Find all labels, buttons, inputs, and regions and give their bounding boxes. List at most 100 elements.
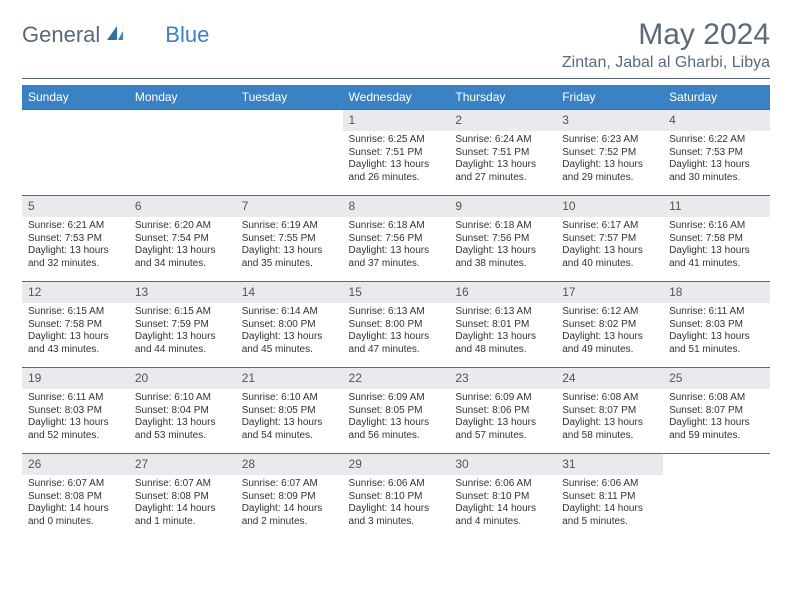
calendar-day: 31Sunrise: 6:06 AMSunset: 8:11 PMDayligh… xyxy=(556,453,663,539)
calendar-row: 26Sunrise: 6:07 AMSunset: 8:08 PMDayligh… xyxy=(22,453,770,539)
calendar-row: 1Sunrise: 6:25 AMSunset: 7:51 PMDaylight… xyxy=(22,109,770,195)
day-content: Sunrise: 6:06 AMSunset: 8:10 PMDaylight:… xyxy=(343,475,450,532)
sunrise-line: Sunrise: 6:08 AM xyxy=(562,392,657,405)
day-content: Sunrise: 6:18 AMSunset: 7:56 PMDaylight:… xyxy=(343,217,450,274)
daylight-line: Daylight: 14 hours and 2 minutes. xyxy=(242,503,337,528)
sunrise-line: Sunrise: 6:11 AM xyxy=(28,392,123,405)
calendar-day: 21Sunrise: 6:10 AMSunset: 8:05 PMDayligh… xyxy=(236,367,343,453)
sunrise-line: Sunrise: 6:16 AM xyxy=(669,220,764,233)
title-block: May 2024 Zintan, Jabal al Gharbi, Libya xyxy=(562,18,770,72)
day-number: 1 xyxy=(343,109,450,131)
day-content: Sunrise: 6:10 AMSunset: 8:05 PMDaylight:… xyxy=(236,389,343,446)
daylight-line: Daylight: 13 hours and 35 minutes. xyxy=(242,245,337,270)
sunset-line: Sunset: 8:11 PM xyxy=(562,491,657,504)
calendar-day: 9Sunrise: 6:18 AMSunset: 7:56 PMDaylight… xyxy=(449,195,556,281)
calendar-day: 10Sunrise: 6:17 AMSunset: 7:57 PMDayligh… xyxy=(556,195,663,281)
location: Zintan, Jabal al Gharbi, Libya xyxy=(562,54,770,72)
day-number: 8 xyxy=(343,195,450,217)
day-content: Sunrise: 6:11 AMSunset: 8:03 PMDaylight:… xyxy=(22,389,129,446)
daylight-line: Daylight: 13 hours and 34 minutes. xyxy=(135,245,230,270)
sunset-line: Sunset: 8:03 PM xyxy=(669,319,764,332)
calendar-day: 5Sunrise: 6:21 AMSunset: 7:53 PMDaylight… xyxy=(22,195,129,281)
sunrise-line: Sunrise: 6:17 AM xyxy=(562,220,657,233)
calendar-day: 4Sunrise: 6:22 AMSunset: 7:53 PMDaylight… xyxy=(663,109,770,195)
weekday-header: Saturday xyxy=(663,85,770,109)
sunrise-line: Sunrise: 6:21 AM xyxy=(28,220,123,233)
calendar-row: 12Sunrise: 6:15 AMSunset: 7:58 PMDayligh… xyxy=(22,281,770,367)
day-content: Sunrise: 6:22 AMSunset: 7:53 PMDaylight:… xyxy=(663,131,770,188)
daylight-line: Daylight: 14 hours and 4 minutes. xyxy=(455,503,550,528)
sunset-line: Sunset: 8:05 PM xyxy=(349,405,444,418)
daylight-line: Daylight: 13 hours and 26 minutes. xyxy=(349,159,444,184)
calendar-day: 17Sunrise: 6:12 AMSunset: 8:02 PMDayligh… xyxy=(556,281,663,367)
day-content: Sunrise: 6:23 AMSunset: 7:52 PMDaylight:… xyxy=(556,131,663,188)
calendar-day: 8Sunrise: 6:18 AMSunset: 7:56 PMDaylight… xyxy=(343,195,450,281)
sunset-line: Sunset: 7:58 PM xyxy=(669,233,764,246)
daylight-line: Daylight: 13 hours and 51 minutes. xyxy=(669,331,764,356)
calendar-empty xyxy=(663,453,770,539)
day-content: Sunrise: 6:20 AMSunset: 7:54 PMDaylight:… xyxy=(129,217,236,274)
day-number: 28 xyxy=(236,453,343,475)
calendar-body: 1Sunrise: 6:25 AMSunset: 7:51 PMDaylight… xyxy=(22,109,770,539)
day-number: 31 xyxy=(556,453,663,475)
sunrise-line: Sunrise: 6:25 AM xyxy=(349,134,444,147)
sunrise-line: Sunrise: 6:15 AM xyxy=(28,306,123,319)
day-number: 20 xyxy=(129,367,236,389)
day-content: Sunrise: 6:08 AMSunset: 8:07 PMDaylight:… xyxy=(663,389,770,446)
day-number: 27 xyxy=(129,453,236,475)
daylight-line: Daylight: 14 hours and 3 minutes. xyxy=(349,503,444,528)
sunset-line: Sunset: 7:53 PM xyxy=(669,147,764,160)
sunset-line: Sunset: 8:09 PM xyxy=(242,491,337,504)
empty-header xyxy=(663,453,770,475)
sunrise-line: Sunrise: 6:20 AM xyxy=(135,220,230,233)
daylight-line: Daylight: 13 hours and 40 minutes. xyxy=(562,245,657,270)
daylight-line: Daylight: 13 hours and 56 minutes. xyxy=(349,417,444,442)
day-content: Sunrise: 6:13 AMSunset: 8:00 PMDaylight:… xyxy=(343,303,450,360)
calendar-day: 14Sunrise: 6:14 AMSunset: 8:00 PMDayligh… xyxy=(236,281,343,367)
daylight-line: Daylight: 13 hours and 58 minutes. xyxy=(562,417,657,442)
sunset-line: Sunset: 8:04 PM xyxy=(135,405,230,418)
daylight-line: Daylight: 13 hours and 29 minutes. xyxy=(562,159,657,184)
daylight-line: Daylight: 13 hours and 43 minutes. xyxy=(28,331,123,356)
calendar-day: 11Sunrise: 6:16 AMSunset: 7:58 PMDayligh… xyxy=(663,195,770,281)
day-number: 30 xyxy=(449,453,556,475)
day-number: 7 xyxy=(236,195,343,217)
sunset-line: Sunset: 8:08 PM xyxy=(135,491,230,504)
daylight-line: Daylight: 13 hours and 37 minutes. xyxy=(349,245,444,270)
sunset-line: Sunset: 8:03 PM xyxy=(28,405,123,418)
sunrise-line: Sunrise: 6:11 AM xyxy=(669,306,764,319)
calendar-day: 15Sunrise: 6:13 AMSunset: 8:00 PMDayligh… xyxy=(343,281,450,367)
sunset-line: Sunset: 7:52 PM xyxy=(562,147,657,160)
day-content: Sunrise: 6:07 AMSunset: 8:08 PMDaylight:… xyxy=(22,475,129,532)
sunset-line: Sunset: 8:07 PM xyxy=(669,405,764,418)
calendar-day: 25Sunrise: 6:08 AMSunset: 8:07 PMDayligh… xyxy=(663,367,770,453)
weekday-header: Wednesday xyxy=(343,85,450,109)
calendar-day: 19Sunrise: 6:11 AMSunset: 8:03 PMDayligh… xyxy=(22,367,129,453)
sunrise-line: Sunrise: 6:13 AM xyxy=(349,306,444,319)
day-number: 23 xyxy=(449,367,556,389)
sunrise-line: Sunrise: 6:18 AM xyxy=(455,220,550,233)
day-content: Sunrise: 6:08 AMSunset: 8:07 PMDaylight:… xyxy=(556,389,663,446)
day-content: Sunrise: 6:10 AMSunset: 8:04 PMDaylight:… xyxy=(129,389,236,446)
sunset-line: Sunset: 7:56 PM xyxy=(455,233,550,246)
day-number: 6 xyxy=(129,195,236,217)
sunset-line: Sunset: 8:10 PM xyxy=(455,491,550,504)
calendar-day: 22Sunrise: 6:09 AMSunset: 8:05 PMDayligh… xyxy=(343,367,450,453)
sunset-line: Sunset: 8:00 PM xyxy=(242,319,337,332)
day-number: 3 xyxy=(556,109,663,131)
sunset-line: Sunset: 7:58 PM xyxy=(28,319,123,332)
calendar-day: 16Sunrise: 6:13 AMSunset: 8:01 PMDayligh… xyxy=(449,281,556,367)
day-number: 4 xyxy=(663,109,770,131)
daylight-line: Daylight: 13 hours and 45 minutes. xyxy=(242,331,337,356)
day-content: Sunrise: 6:25 AMSunset: 7:51 PMDaylight:… xyxy=(343,131,450,188)
calendar-day: 24Sunrise: 6:08 AMSunset: 8:07 PMDayligh… xyxy=(556,367,663,453)
weekday-header: Thursday xyxy=(449,85,556,109)
sunrise-line: Sunrise: 6:22 AM xyxy=(669,134,764,147)
sunset-line: Sunset: 8:07 PM xyxy=(562,405,657,418)
daylight-line: Daylight: 13 hours and 59 minutes. xyxy=(669,417,764,442)
sunset-line: Sunset: 7:53 PM xyxy=(28,233,123,246)
day-number: 16 xyxy=(449,281,556,303)
daylight-line: Daylight: 13 hours and 38 minutes. xyxy=(455,245,550,270)
sunrise-line: Sunrise: 6:10 AM xyxy=(242,392,337,405)
day-number: 11 xyxy=(663,195,770,217)
